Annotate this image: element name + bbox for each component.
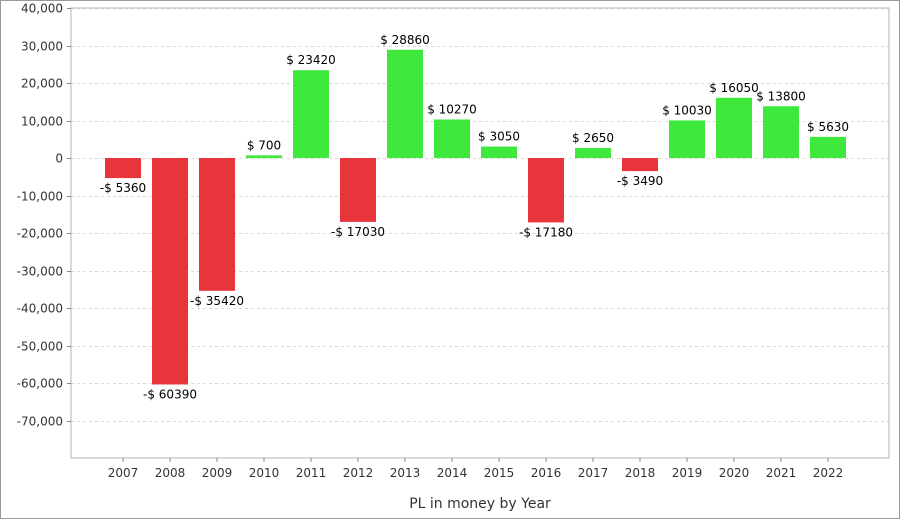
bar-2011	[293, 70, 329, 158]
bar-2012	[340, 158, 376, 222]
data-label: $ 16050	[709, 81, 759, 95]
y-tick-label: -60,000	[17, 377, 63, 391]
bar-2019	[669, 120, 705, 158]
y-tick-label: -20,000	[17, 227, 63, 241]
x-tick-label: 2020	[719, 466, 750, 480]
x-tick-label: 2018	[625, 466, 656, 480]
data-label: -$ 17180	[519, 225, 573, 239]
x-tick-label: 2010	[249, 466, 280, 480]
x-tick-label: 2009	[202, 466, 233, 480]
axes	[67, 7, 890, 462]
bar-2016	[528, 158, 564, 223]
x-tick-label: 2012	[343, 466, 374, 480]
x-tick-label: 2007	[108, 466, 139, 480]
x-tick-label: 2022	[813, 466, 844, 480]
bar-2020	[716, 97, 752, 158]
x-tick-label: 2014	[437, 466, 468, 480]
x-tick-label: 2021	[766, 466, 797, 480]
data-label: $ 10030	[662, 103, 712, 117]
bar-2007	[105, 158, 141, 179]
data-label: -$ 60390	[143, 387, 197, 401]
y-tick-label: 20,000	[21, 77, 63, 91]
y-tick-label: 10,000	[21, 115, 63, 129]
y-tick-label: 40,000	[21, 2, 63, 16]
bar-2013	[387, 49, 423, 158]
x-tick-label: 2008	[155, 466, 186, 480]
data-label: $ 28860	[380, 33, 430, 47]
x-tick-label: 2016	[531, 466, 562, 480]
y-tick-label: -50,000	[17, 340, 63, 354]
bar-2010	[246, 155, 282, 158]
data-label: $ 5630	[807, 120, 849, 134]
x-tick-label: 2015	[484, 466, 515, 480]
bar-2008	[152, 158, 188, 385]
y-tick-label: -70,000	[17, 415, 63, 429]
x-axis-title: PL in money by Year	[409, 496, 551, 512]
bar-2014	[434, 119, 470, 158]
bar-2022	[810, 136, 846, 158]
bars	[105, 49, 846, 385]
y-tick-labels: 40,000 30,000 20,000 10,000 0 -10,000 -20,000 -…	[17, 2, 63, 429]
data-label: -$ 3490	[617, 174, 663, 188]
data-label: $ 10270	[427, 102, 477, 116]
x-tick-label: 2013	[390, 466, 421, 480]
bar-2018	[622, 158, 658, 172]
bar-2015	[481, 146, 517, 158]
x-tick-label: 2011	[296, 466, 327, 480]
data-label: $ 13800	[756, 89, 806, 103]
data-label: $ 700	[247, 138, 281, 152]
data-label: $ 2650	[572, 131, 614, 145]
y-tick-label: -10,000	[17, 190, 63, 204]
data-label: -$ 17030	[331, 225, 385, 239]
y-tick-label: 0	[55, 152, 63, 166]
data-label: -$ 35420	[190, 294, 244, 308]
data-label: -$ 5360	[100, 181, 146, 195]
bar-2021	[763, 106, 799, 158]
data-labels: -$ 5360 -$ 60390 -$ 35420 $ 700 $ 23420 -$ 17…	[100, 33, 849, 402]
data-label: $ 23420	[286, 53, 336, 67]
grid-lines	[71, 8, 889, 422]
y-tick-label: -30,000	[17, 265, 63, 279]
bar-2009	[199, 158, 235, 291]
y-tick-label: 30,000	[21, 40, 63, 54]
bar-2017	[575, 148, 611, 158]
x-tick-label: 2017	[578, 466, 609, 480]
x-tick-labels: 2007 2008 2009 2010 2011 2012 2013 2014 2015 2016…	[108, 466, 844, 480]
x-tick-label: 2019	[672, 466, 703, 480]
y-tick-label: -40,000	[17, 302, 63, 316]
data-label: $ 3050	[478, 130, 520, 144]
